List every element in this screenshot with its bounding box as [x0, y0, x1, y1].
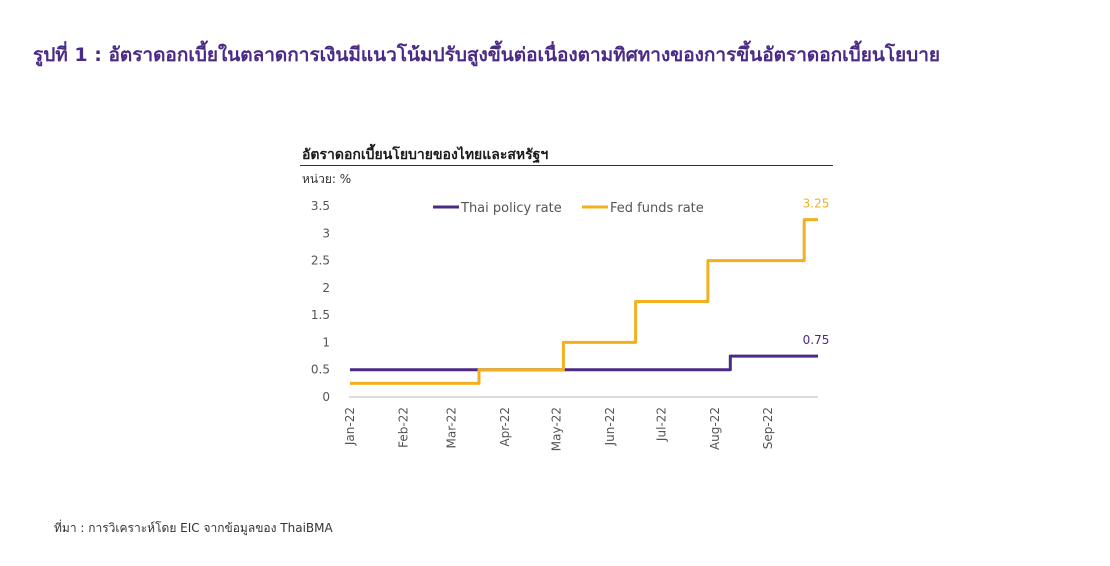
x-tick-label: Aug-22: [708, 407, 722, 450]
chart-container: อัตราดอกเบี้ยนโยบายของไทยและสหรัฐฯ หน่วย…: [298, 140, 838, 470]
legend-label-thai: Thai policy rate: [460, 201, 562, 216]
source-note: ที่มา : การวิเคราะห์โดย EIC จากข้อมูลของ…: [54, 521, 333, 535]
x-tick-label: Sep-22: [761, 407, 775, 449]
unit-label: หน่วย: %: [302, 172, 352, 186]
x-tick-label: Mar-22: [445, 407, 459, 448]
y-tick-label: 0: [322, 390, 330, 404]
x-tick-label: Jun-22: [603, 407, 617, 446]
data-label-thai: 0.75: [803, 333, 830, 347]
data-label-fed: 3.25: [803, 197, 830, 211]
series-line-fed: [350, 218, 818, 385]
legend-label-fed: Fed funds rate: [610, 201, 704, 216]
chart-title: อัตราดอกเบี้ยนโยบายของไทยและสหรัฐฯ: [302, 147, 549, 163]
y-tick-label: 1: [322, 335, 330, 349]
y-tick-label: 3: [322, 226, 330, 240]
x-tick-label: Jan-22: [343, 407, 357, 446]
series-line-thai: [350, 354, 818, 372]
y-tick-label: 0.5: [311, 363, 330, 377]
line-chart: 0 0.5 1 1.5 2 2.5 3 3.5 Jan-22 Feb-22 Mar-22 Apr-22…: [311, 197, 830, 452]
x-tick-label: Apr-22: [498, 407, 512, 447]
x-tick-label: May-22: [549, 407, 563, 451]
y-tick-label: 2.5: [311, 254, 330, 268]
y-tick-label: 3.5: [311, 199, 330, 213]
x-tick-label: Jul-22: [654, 407, 668, 442]
figure-title: รูปที่ 1 : อัตราดอกเบี้ยในตลาดการเงินมีแ…: [33, 44, 941, 66]
y-tick-label: 2: [322, 281, 330, 295]
chart-title-rule: [300, 165, 833, 166]
x-tick-label: Feb-22: [396, 407, 410, 448]
y-tick-label: 1.5: [311, 308, 330, 322]
